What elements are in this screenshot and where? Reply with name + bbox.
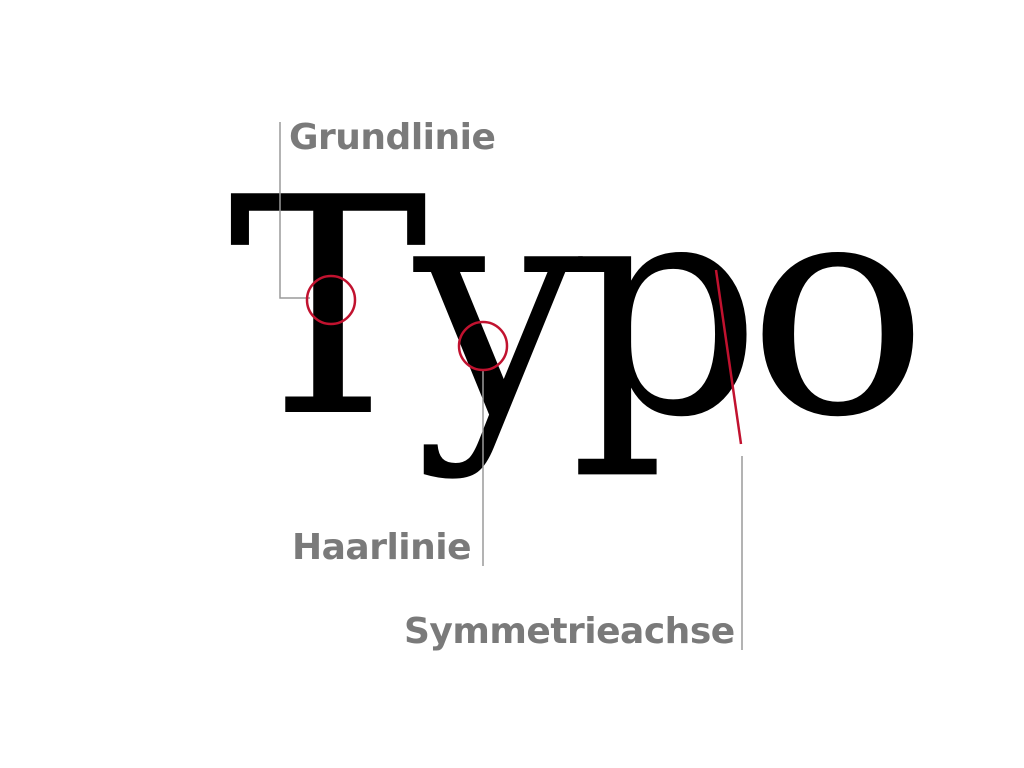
symmetry-axis-label: Symmetrieachse xyxy=(404,611,735,652)
hairline-label: Haarlinie xyxy=(292,527,472,568)
hairline-highlight-circle xyxy=(457,320,509,372)
typo-word: Typo xyxy=(228,134,916,483)
baseline-leader-line xyxy=(279,122,310,299)
symmetry-axis-line xyxy=(714,269,743,445)
baseline-label: Grundlinie xyxy=(289,117,496,158)
baseline-highlight-circle xyxy=(305,274,357,326)
